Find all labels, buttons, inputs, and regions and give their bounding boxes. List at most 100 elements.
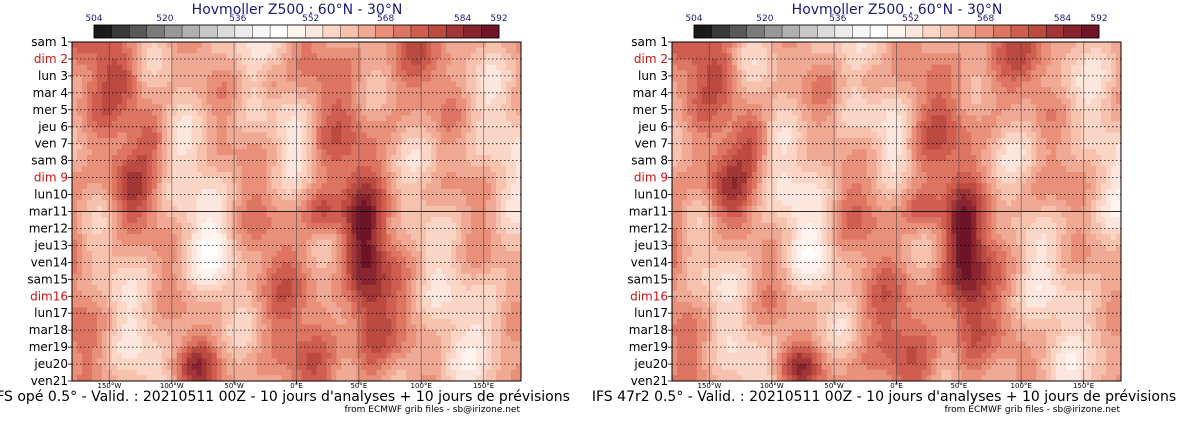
heatmap-cell — [366, 183, 372, 190]
heatmap-cell — [91, 234, 98, 241]
heatmap-cell — [141, 228, 148, 235]
heatmap-cell — [456, 245, 462, 252]
heatmap-cell — [116, 313, 123, 320]
heatmap-cell — [76, 171, 83, 178]
heatmap-cell — [361, 132, 367, 139]
heatmap-cell — [416, 239, 422, 246]
heatmap-cell — [166, 171, 173, 178]
heatmap-cell — [101, 239, 108, 246]
heatmap-cell — [461, 121, 467, 128]
heatmap-cell — [276, 341, 282, 348]
heatmap-cell — [451, 307, 457, 314]
heatmap-cell — [211, 307, 218, 314]
heatmap-cell — [291, 273, 297, 280]
heatmap-cell — [136, 279, 143, 286]
heatmap-cell — [171, 211, 178, 218]
heatmap-cell — [346, 92, 352, 99]
heatmap-cell — [441, 228, 447, 235]
heatmap-cell — [336, 64, 342, 71]
heatmap-cell — [496, 177, 502, 184]
heatmap-cell — [386, 335, 392, 342]
heatmap-cell — [431, 177, 437, 184]
heatmap-cell — [241, 138, 247, 145]
heatmap-cell — [291, 115, 297, 122]
heatmap-cell — [401, 273, 407, 280]
heatmap-cell — [401, 121, 407, 128]
heatmap-cell — [361, 347, 367, 354]
heatmap-cell — [316, 188, 322, 195]
heatmap-cell — [236, 222, 242, 229]
heatmap-cell — [72, 256, 78, 263]
heatmap-cell — [441, 307, 447, 314]
heatmap-cell — [241, 234, 247, 241]
heatmap-cell — [261, 335, 267, 342]
heatmap-cell — [461, 109, 467, 116]
heatmap-cell — [226, 160, 232, 167]
heatmap-cell — [406, 313, 412, 320]
heatmap-cell — [111, 296, 118, 303]
heatmap-cell — [96, 115, 103, 122]
heatmap-cell — [516, 222, 522, 229]
heatmap-cell — [72, 104, 78, 111]
heatmap-cell — [306, 149, 312, 156]
heatmap-cell — [221, 171, 228, 178]
heatmap-cell — [406, 166, 412, 173]
heatmap-cell — [131, 352, 138, 359]
heatmap-cell — [496, 58, 502, 65]
colorbar-swatch — [287, 24, 306, 39]
heatmap-cell — [486, 121, 492, 128]
heatmap-cell — [416, 155, 422, 161]
heatmap-cell — [361, 194, 367, 201]
heatmap-cell — [336, 126, 342, 133]
heatmap-cell — [151, 177, 158, 184]
heatmap-cell — [381, 318, 387, 325]
heatmap-cell — [471, 194, 477, 201]
heatmap-cell — [411, 98, 417, 105]
heatmap-cell — [181, 279, 188, 286]
heatmap-cell — [466, 222, 472, 229]
heatmap-cell — [276, 347, 282, 354]
heatmap-cell — [281, 301, 287, 308]
heatmap-cell — [171, 58, 178, 65]
heatmap-cell — [286, 313, 292, 320]
heatmap-cell — [396, 171, 402, 178]
heatmap-cell — [181, 324, 188, 331]
heatmap-cell — [216, 239, 223, 246]
heatmap-cell — [271, 138, 277, 145]
heatmap-cell — [286, 245, 292, 252]
heatmap-cell — [396, 166, 402, 173]
heatmap-cell — [161, 160, 168, 167]
heatmap-cell — [311, 92, 317, 99]
heatmap-cell — [276, 290, 282, 297]
heatmap-cell — [516, 313, 522, 320]
heatmap-cell — [341, 70, 347, 77]
heatmap-cell — [321, 47, 327, 54]
heatmap-cell — [381, 70, 387, 77]
heatmap-cell — [281, 104, 287, 111]
heatmap-cell — [171, 347, 178, 354]
heatmap-cell — [471, 284, 477, 291]
heatmap-cell — [466, 171, 472, 178]
heatmap-cell — [326, 155, 332, 161]
heatmap-cell — [411, 279, 417, 286]
heatmap-cell — [311, 217, 317, 224]
heatmap-cell — [76, 256, 83, 263]
heatmap-cell — [116, 143, 123, 150]
heatmap-cell — [506, 341, 512, 348]
heatmap-cell — [381, 307, 387, 314]
heatmap-cell — [176, 256, 183, 263]
heatmap-cell — [426, 268, 432, 274]
heatmap-cell — [91, 81, 98, 88]
heatmap-cell — [426, 183, 432, 190]
heatmap-cell — [426, 188, 432, 195]
colorbar-swatch — [269, 24, 289, 39]
heatmap-cell — [376, 104, 382, 111]
heatmap-cell — [76, 245, 83, 252]
heatmap-cell — [506, 307, 512, 314]
heatmap-cell — [281, 330, 287, 337]
heatmap-cell — [371, 115, 377, 122]
heatmap-cell — [196, 75, 203, 82]
heatmap-cell — [216, 121, 223, 128]
heatmap-cell — [471, 217, 477, 224]
heatmap-cell — [306, 200, 312, 207]
